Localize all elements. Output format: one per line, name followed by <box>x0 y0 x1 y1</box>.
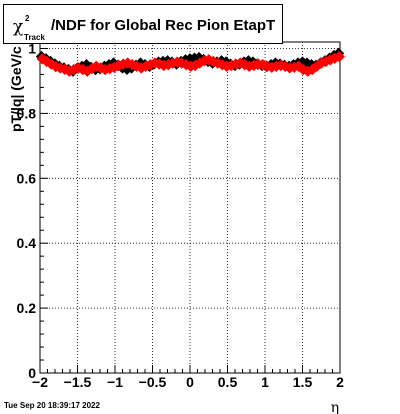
x-tick-label: 1 <box>261 374 269 390</box>
y-tick-label: 0.6 <box>17 170 37 186</box>
x-tick-label: −1.5 <box>64 374 92 390</box>
x-tick-label: −2 <box>32 374 48 390</box>
y-tick-label: 0 <box>28 365 36 381</box>
y-tick-label: 0.8 <box>17 105 37 121</box>
red-data-point <box>333 50 345 63</box>
title-subscript: Track <box>24 33 45 42</box>
y-tick-label: 0.2 <box>17 300 37 316</box>
title-chi-symbol: χ <box>13 17 24 37</box>
x-tick-label: 2 <box>336 374 344 390</box>
y-axis-label: pT/|q| (GeV/c <box>8 46 24 132</box>
title-box: χ 2 Track /NDF for Global Rec Pion EtapT <box>3 4 283 44</box>
x-axis-label: η <box>331 400 339 414</box>
x-tick-label: 0 <box>186 374 194 390</box>
x-tick-label: −0.5 <box>139 374 167 390</box>
x-tick-label: 0.5 <box>218 374 238 390</box>
y-tick-label: 0.4 <box>17 235 37 251</box>
title-main-text: /NDF for Global Rec Pion EtapT <box>51 17 276 34</box>
title-superscript: 2 <box>25 14 30 23</box>
x-tick-label: −1 <box>107 374 123 390</box>
x-tick-label: 1.5 <box>293 374 313 390</box>
y-tick-label: 1 <box>28 40 36 56</box>
timestamp-footer: Tue Sep 20 18:39:17 2022 <box>4 401 100 410</box>
